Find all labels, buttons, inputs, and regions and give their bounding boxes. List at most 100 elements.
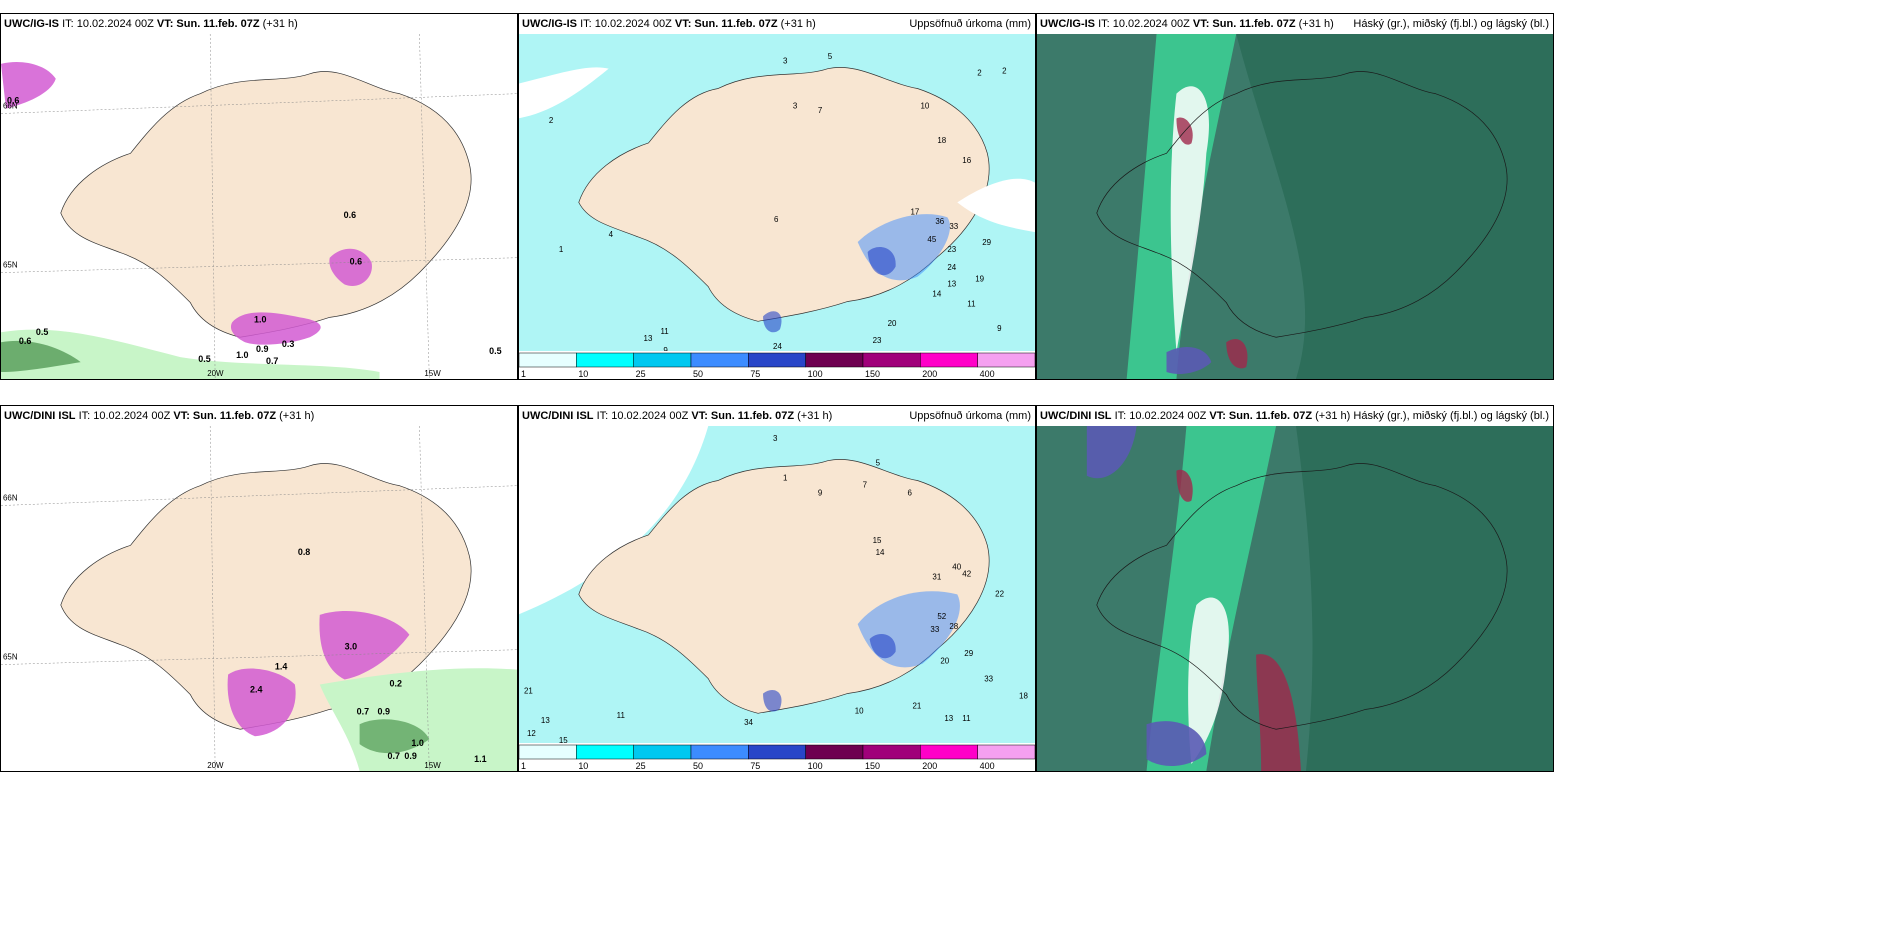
red-overlap-patch — [1256, 654, 1301, 771]
colorbar-swatch — [862, 352, 921, 368]
lead-time: (+31 h) — [780, 18, 816, 30]
panel-header: UWC/IG-IS IT: 10.02.2024 00Z VT: Sun. 11… — [519, 14, 1035, 34]
colorbar-tick: 75 — [750, 761, 760, 771]
wind-value: 0.5 — [198, 354, 210, 364]
colorbar-swatch — [805, 352, 864, 368]
precip-map[interactable]: 3 5 2 2 3 7 10 18 16 17 36 33 45 23 29 2… — [519, 34, 1035, 351]
wind-map[interactable]: 20W 15W 66N 65N 2.4 1.4 3.0 0.2 0.7 0.9 … — [1, 426, 517, 771]
panel-header: UWC/DINI ISL IT: 10.02.2024 00Z VT: Sun.… — [1037, 406, 1553, 426]
colorbar-swatch — [690, 352, 749, 368]
precip-value: 7 — [818, 106, 823, 115]
wind-values: 2.4 1.4 3.0 0.2 0.7 0.9 1.0 0.7 0.9 1.1 … — [250, 547, 487, 764]
precip-value: 33 — [930, 625, 939, 634]
precip-value: 13 — [947, 280, 956, 289]
wind-value: 1.1 — [474, 754, 486, 764]
colorbar-swatch — [805, 744, 864, 760]
wind-map[interactable]: 20W 15W 66N 65N 0.5 0.6 0.5 1.0 0.9 0.3 … — [1, 34, 517, 379]
low-cloud-patch — [1146, 721, 1207, 766]
precip-value: 21 — [912, 701, 921, 710]
precip-value: 28 — [949, 622, 958, 631]
wind-value: 0.6 — [350, 257, 362, 267]
colorbar-swatch — [576, 744, 634, 760]
panel-header: UWC/IG-IS IT: 10.02.2024 00Z VT: Sun. 11… — [1037, 14, 1553, 34]
model-name: UWC/IG-IS — [4, 18, 59, 30]
precip-map-svg: 3 5 2 2 3 7 10 18 16 17 36 33 45 23 29 2… — [519, 34, 1035, 351]
lon-label: 15W — [424, 761, 441, 770]
precip-heavy-zone — [763, 311, 782, 333]
valid-label: VT: — [1192, 18, 1210, 30]
precip-value: 17 — [910, 207, 919, 216]
wind-value: 0.9 — [378, 706, 390, 716]
precip-value: 10 — [920, 101, 929, 110]
wind-map-svg: 20W 15W 66N 65N 2.4 1.4 3.0 0.2 0.7 0.9 … — [1, 426, 517, 771]
wind-max-patch — [319, 611, 410, 680]
colorbar-tick: 25 — [636, 761, 646, 771]
precip-dry-band — [519, 67, 609, 119]
lat-label: 65N — [3, 261, 18, 270]
precip-value: 23 — [947, 245, 956, 254]
wind-low-band — [359, 719, 430, 754]
valid-label: VT: — [173, 410, 190, 422]
cloud-map[interactable] — [1037, 34, 1553, 379]
model-name: UWC/DINI ISL — [522, 410, 594, 422]
valid-time: Sun. 11.feb. 07Z — [1228, 410, 1313, 422]
valid-label: VT: — [691, 410, 708, 422]
wind-max-patch — [227, 668, 296, 737]
precip-value: 40 — [952, 563, 961, 572]
precip-value: 18 — [937, 136, 946, 145]
colorbar-swatch — [920, 352, 978, 368]
lat-label: 66N — [3, 494, 18, 503]
precip-value: 20 — [888, 319, 897, 328]
panel-header: UWC/DINI ISL IT: 10.02.2024 00Z VT: Sun.… — [519, 406, 1035, 426]
colorbar-tick: 1 — [521, 761, 526, 771]
precip-map[interactable]: 3 5 7 1 9 6 15 14 31 40 42 52 33 28 22 2… — [519, 426, 1035, 743]
cloud-panel-bottom: UWC/DINI ISL IT: 10.02.2024 00Z VT: Sun.… — [1036, 405, 1554, 772]
lon-label: 20W — [207, 369, 224, 378]
wind-value: 0.8 — [298, 547, 310, 557]
high-cloud-layer — [1295, 426, 1553, 771]
colorbar-swatch — [690, 744, 749, 760]
precip-value: 52 — [937, 612, 946, 621]
precip-dry-band — [957, 178, 1035, 233]
valid-time: Sun. 11.feb. 07Z — [176, 18, 260, 30]
precip-value: 2 — [549, 116, 554, 125]
colorbar-svg: 1 10 25 50 75 100 150 200 400 — [519, 352, 1035, 379]
iceland-outline — [1096, 463, 1508, 730]
wind-value: 0.7 — [357, 706, 369, 716]
colorbar-tick: 1 — [521, 369, 526, 379]
panel-header: UWC/DINI ISL IT: 10.02.2024 00Z VT: Sun.… — [1, 406, 517, 426]
precip-value: 11 — [660, 327, 669, 336]
colorbar-tick: 50 — [693, 369, 703, 379]
precip-heavy-zone — [867, 246, 896, 276]
wind-value: 1.4 — [275, 662, 287, 672]
model-name: UWC/IG-IS — [1040, 18, 1095, 30]
precip-value: 3 — [773, 434, 778, 443]
valid-time: Sun. 11.feb. 07Z — [1212, 18, 1296, 30]
precip-value: 1 — [783, 474, 788, 483]
cloud-map[interactable] — [1037, 426, 1553, 771]
wind-value: 0.7 — [388, 751, 400, 761]
precip-heavy-zone — [763, 689, 782, 712]
map-title: Háský (gr.), miðský (fj.bl.) og lágský (… — [1353, 410, 1549, 422]
valid-time: Sun. 11.feb. 07Z — [694, 18, 778, 30]
wind-low-band — [1, 329, 380, 379]
colorbar-tick: 100 — [808, 761, 823, 771]
cloud-map-svg — [1037, 34, 1553, 379]
colorbar-swatch — [748, 744, 806, 760]
colorbar-swatch — [920, 744, 978, 760]
precip-value: 13 — [644, 334, 653, 343]
colorbar-tick: 25 — [636, 369, 646, 379]
colorbar-swatch — [977, 744, 1035, 760]
precip-colorbar: 1 10 25 50 75 100 150 200 400 — [519, 743, 1035, 771]
precip-panel-bottom: UWC/DINI ISL IT: 10.02.2024 00Z VT: Sun.… — [518, 405, 1036, 772]
precip-value: 22 — [995, 589, 1004, 598]
map-title: Uppsöfnuð úrkoma (mm) — [909, 18, 1031, 30]
colorbar-tick: 150 — [865, 369, 880, 379]
wind-value: 0.6 — [344, 210, 356, 220]
wind-value: 0.5 — [36, 327, 48, 337]
colorbar-tick: 75 — [750, 369, 760, 379]
colorbar-swatch — [862, 744, 921, 760]
precip-value: 29 — [964, 649, 973, 658]
valid-label: VT: — [1209, 410, 1226, 422]
precip-panel-top: UWC/IG-IS IT: 10.02.2024 00Z VT: Sun. 11… — [518, 13, 1036, 380]
